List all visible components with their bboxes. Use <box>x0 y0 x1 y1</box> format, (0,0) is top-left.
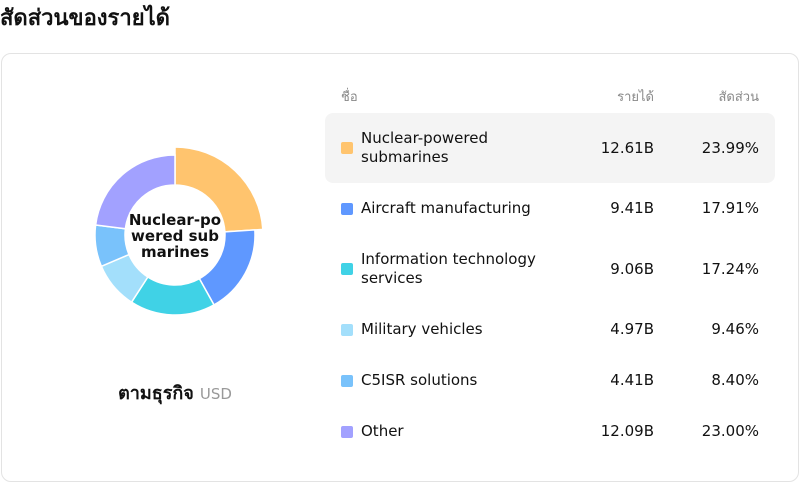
slice <box>174 146 264 233</box>
row-share: 17.91% <box>701 199 759 217</box>
legend-swatch <box>341 374 353 387</box>
row-share: 8.40% <box>711 371 759 389</box>
header-name: ชื่อ <box>341 90 358 105</box>
row-name: C5ISR solutions <box>361 371 478 389</box>
legend-swatch <box>341 202 353 215</box>
row-name: Other <box>361 422 404 440</box>
center-label: Nuclear-powered submarines <box>128 211 222 261</box>
row-name: Aircraft manufacturing <box>361 199 531 217</box>
row-name: Information technology services <box>361 250 536 287</box>
row-share: 9.46% <box>711 320 759 338</box>
table-row: Information technology services 9.06B 17.2… <box>325 234 775 304</box>
table-row: C5ISR solutions 4.41B 8.40% <box>325 355 775 406</box>
table-row: Nuclear-powered submarines 12.61B 23.99% <box>325 113 775 183</box>
row-share: 23.99% <box>701 138 759 157</box>
caption-text: ตามธุรกิจ <box>118 383 194 404</box>
header-revenue: รายได้ <box>617 90 654 105</box>
legend-swatch <box>341 263 353 275</box>
row-revenue: 9.41B <box>610 199 654 217</box>
row-name: Nuclear-powered submarines <box>361 129 488 166</box>
title: สัดส่วนของรายได้ <box>0 6 170 31</box>
table-row: Military vehicles 4.97B 9.46% <box>325 304 775 355</box>
table-row: Aircraft manufacturing 9.41B 17.91% <box>325 183 775 234</box>
row-revenue: 12.09B <box>600 422 654 440</box>
header-share: สัดส่วน <box>718 90 760 105</box>
row-name: Military vehicles <box>361 320 483 338</box>
row-revenue: 4.41B <box>610 371 654 389</box>
legend-swatch <box>341 142 353 154</box>
slice <box>94 154 176 230</box>
caption: ตามธุรกิจ USD <box>0 378 350 407</box>
currency: USD <box>199 385 232 403</box>
row-revenue: 12.61B <box>600 138 654 157</box>
row-revenue: 4.97B <box>610 320 654 338</box>
row-revenue: 9.06B <box>610 259 654 278</box>
table-row: Other 12.09B 23.00% <box>325 406 775 457</box>
row-share: 23.00% <box>701 422 759 440</box>
row-share: 17.24% <box>701 259 759 278</box>
legend-swatch <box>341 425 353 438</box>
legend-swatch <box>341 323 353 336</box>
table: Nuclear-powered submarines 12.61B 23.99% Ai… <box>325 113 775 457</box>
